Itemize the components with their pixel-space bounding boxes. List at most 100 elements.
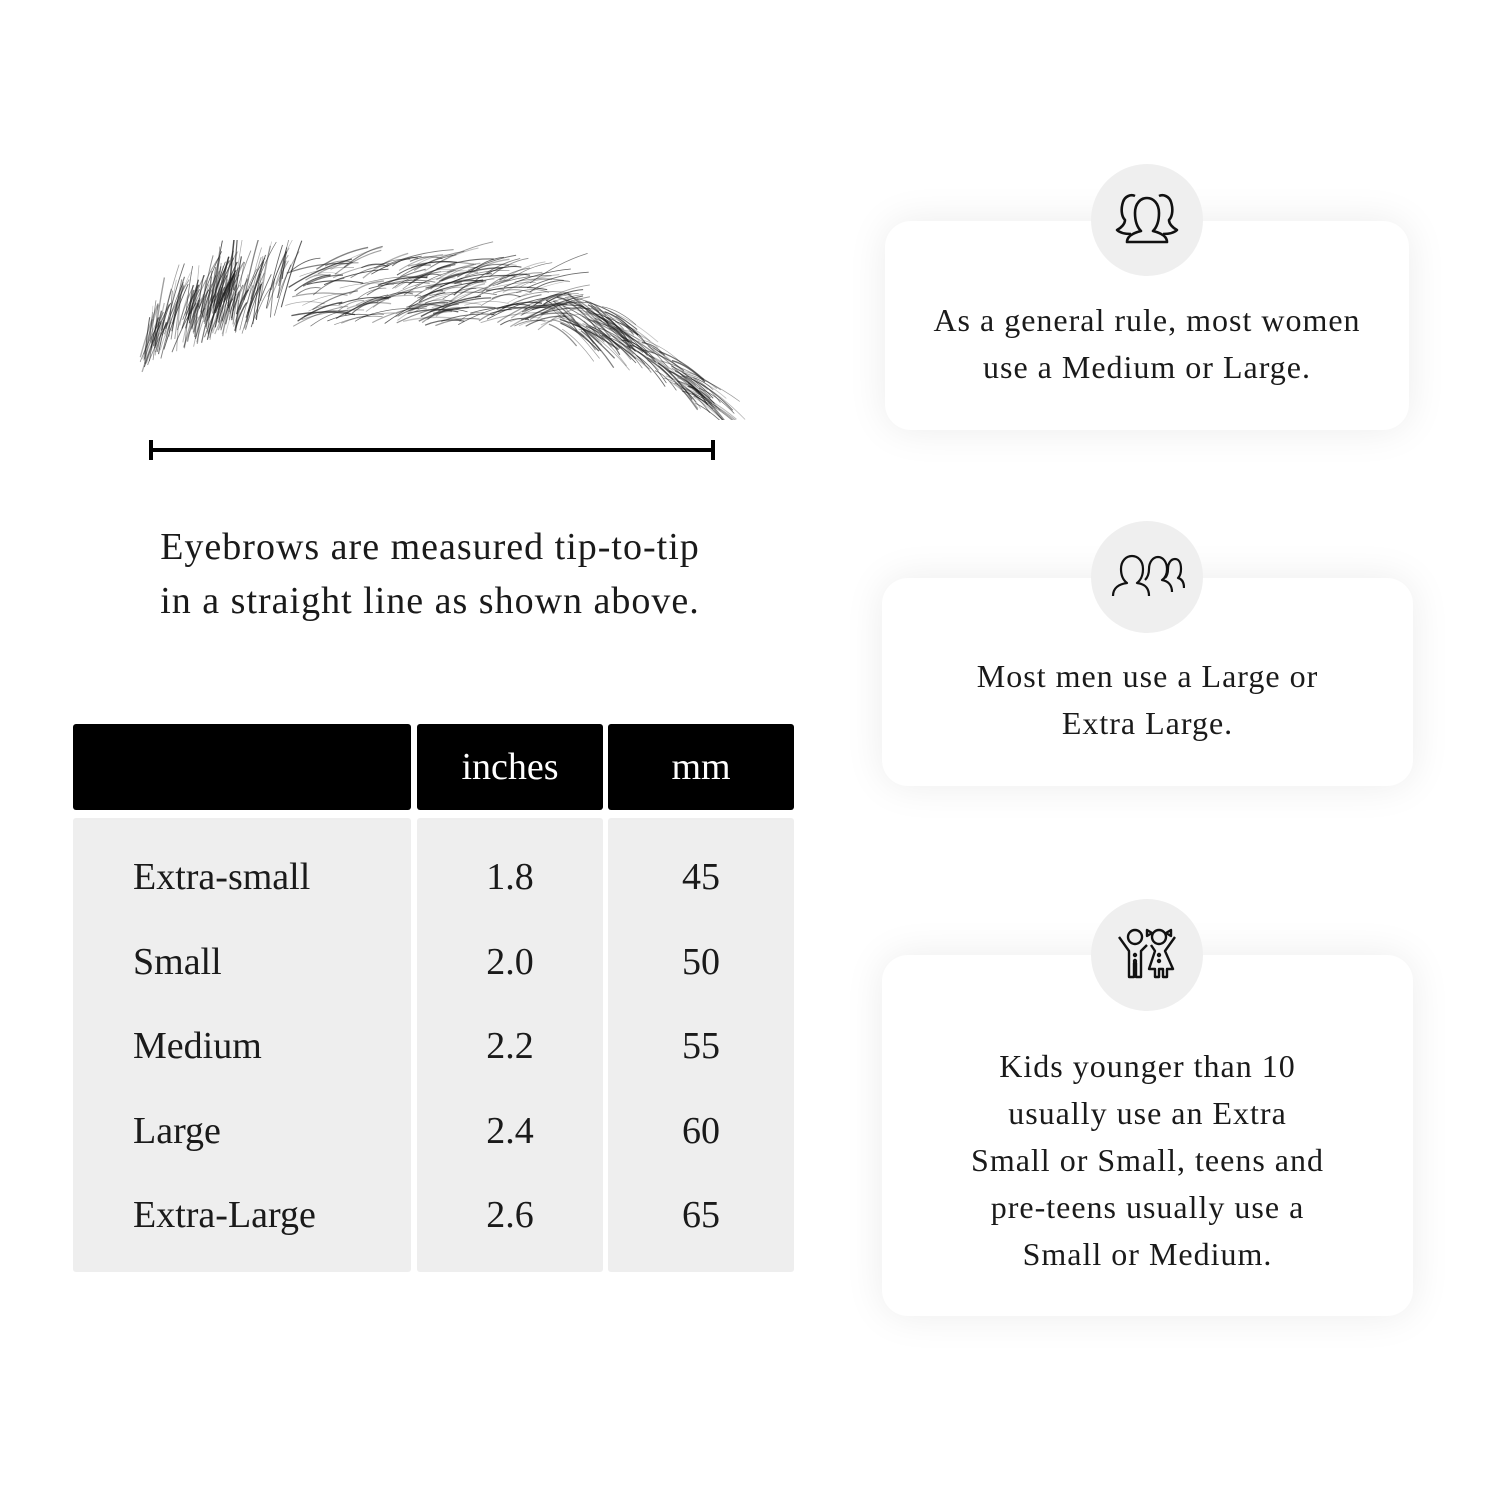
eyebrow-hair xyxy=(229,250,252,315)
eyebrow-hair xyxy=(641,342,666,356)
eyebrow-hair xyxy=(521,303,568,313)
eyebrow-hair xyxy=(154,302,165,356)
eyebrow-hair xyxy=(354,313,384,322)
eyebrow-hair xyxy=(657,362,693,400)
eyebrow-hair xyxy=(250,256,262,300)
eyebrow-hair xyxy=(417,281,484,299)
eyebrow-hair xyxy=(277,260,287,299)
eyebrow-hair xyxy=(198,251,223,310)
eyebrow-hair xyxy=(228,261,245,299)
eyebrow-hair xyxy=(368,281,430,290)
eyebrow-hair xyxy=(144,317,151,359)
eyebrow-hair xyxy=(489,257,529,278)
eyebrow-hair xyxy=(525,315,566,327)
eyebrow-hair xyxy=(424,247,479,272)
eyebrow-hair xyxy=(185,288,201,329)
eyebrow-hair xyxy=(488,267,530,287)
eyebrow-hair xyxy=(214,256,230,312)
eyebrow-hair xyxy=(695,402,721,420)
eyebrow-hair xyxy=(337,300,365,312)
inches-value: 2.4 xyxy=(486,1109,534,1152)
eyebrow-hair xyxy=(234,274,249,333)
eyebrow-hair xyxy=(246,261,265,323)
eyebrow-hair xyxy=(182,316,199,349)
eyebrow-hair xyxy=(464,300,509,306)
eyebrow-hair xyxy=(280,240,303,308)
eyebrow-hair xyxy=(418,289,444,303)
eyebrow-hair xyxy=(210,240,223,301)
eyebrow-hair xyxy=(497,293,558,323)
eyebrow-hair xyxy=(574,329,596,351)
eyebrow-hair xyxy=(201,289,209,318)
eyebrow-hair xyxy=(147,322,169,366)
header-size xyxy=(73,724,411,810)
eyebrow-hair xyxy=(691,392,724,420)
eyebrow-hair xyxy=(395,302,446,318)
eyebrow-hair xyxy=(355,297,389,306)
eyebrow-hair xyxy=(424,299,455,304)
measurement-caption: Eyebrows are measured tip-to-tip in a st… xyxy=(80,520,780,628)
eyebrow-hair xyxy=(407,261,474,267)
inches-column xyxy=(417,818,603,1272)
eyebrow-hair xyxy=(372,290,414,308)
eyebrow-hair xyxy=(297,301,343,322)
eyebrow-hair xyxy=(629,344,657,363)
eyebrow-hair xyxy=(552,300,602,352)
eyebrow-hair xyxy=(231,256,242,321)
eyebrow-hair xyxy=(312,290,358,311)
eyebrow-hair xyxy=(219,279,228,329)
eyebrow-hair xyxy=(202,289,213,318)
eyebrow-hair xyxy=(310,309,349,327)
size-column xyxy=(73,818,411,1272)
eyebrow-hair xyxy=(303,310,349,317)
measurement-line xyxy=(149,440,715,460)
eyebrow-hair xyxy=(603,311,633,335)
kids-icon xyxy=(1115,925,1179,986)
card-text-line: usually use an Extra xyxy=(1008,1095,1287,1131)
eyebrow-hair xyxy=(414,285,443,298)
eyebrow-hair xyxy=(601,334,621,356)
eyebrow-hair xyxy=(160,264,180,332)
eyebrow-hair xyxy=(193,307,206,333)
eyebrow-hair xyxy=(687,385,715,404)
eyebrow-hair xyxy=(669,370,706,399)
eyebrow-hair xyxy=(192,293,205,333)
eyebrow-hair xyxy=(637,340,669,361)
header-mm: mm xyxy=(608,724,794,810)
eyebrow-hair xyxy=(427,263,477,290)
eyebrow-hair xyxy=(447,266,481,273)
eyebrow-hair xyxy=(582,322,612,348)
eyebrow-hair xyxy=(636,355,666,387)
eyebrow-hair xyxy=(620,321,670,369)
eyebrow-hair xyxy=(409,256,443,262)
eyebrow-hair xyxy=(609,327,631,349)
eyebrow-hair xyxy=(679,373,723,420)
card-text-line: pre-teens usually use a xyxy=(990,1189,1305,1225)
eyebrow-hair xyxy=(201,295,215,343)
size-label: Extra-Large xyxy=(133,1194,316,1236)
eyebrow-hair xyxy=(682,370,718,390)
eyebrow-hair xyxy=(486,297,548,320)
size-label: Medium xyxy=(133,1025,262,1067)
card-text-line: Extra Large. xyxy=(1061,705,1234,741)
eyebrow-hair xyxy=(150,300,157,343)
eyebrow-hair xyxy=(607,322,634,341)
eyebrow-hair xyxy=(660,360,722,391)
eyebrow-hair xyxy=(165,263,185,330)
eyebrow-hair xyxy=(149,311,154,342)
eyebrow-hair xyxy=(413,299,457,313)
eyebrow-hair xyxy=(518,319,553,327)
eyebrow-hair xyxy=(589,302,638,331)
eyebrow-hair xyxy=(597,309,619,330)
size-label: Extra-small xyxy=(133,856,311,898)
eyebrow-hair xyxy=(554,299,576,321)
card-text: As a general rule, most women use a Mediu… xyxy=(933,297,1360,391)
eyebrow-hair xyxy=(383,292,414,299)
eyebrow-hair xyxy=(489,307,556,314)
eyebrow-hair xyxy=(481,279,509,293)
card-text-line: As a general rule, most women xyxy=(933,301,1361,338)
eyebrow-hair xyxy=(548,323,578,347)
info-card: As a general rule, most women use a Mediu… xyxy=(885,221,1409,430)
eyebrow-hair xyxy=(411,260,458,269)
eyebrow-hair xyxy=(676,380,711,414)
